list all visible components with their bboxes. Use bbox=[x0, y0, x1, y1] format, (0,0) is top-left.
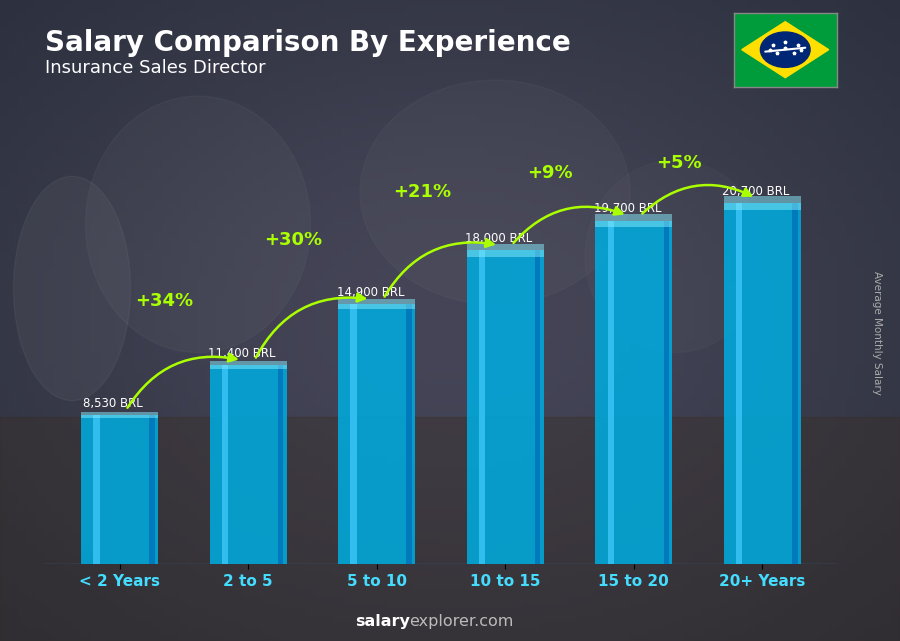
Polygon shape bbox=[742, 22, 829, 78]
Bar bbox=[724, 203, 801, 564]
Text: +9%: +9% bbox=[527, 164, 573, 182]
Bar bbox=[608, 221, 614, 564]
Bar bbox=[479, 250, 485, 564]
Bar bbox=[338, 299, 415, 310]
Bar bbox=[792, 203, 797, 564]
Text: +21%: +21% bbox=[392, 183, 451, 201]
Text: 18,000 BRL: 18,000 BRL bbox=[465, 232, 533, 245]
Bar bbox=[535, 250, 540, 564]
Bar bbox=[81, 415, 158, 564]
Text: +34%: +34% bbox=[136, 292, 194, 310]
Bar bbox=[278, 365, 284, 564]
Text: Insurance Sales Director: Insurance Sales Director bbox=[45, 59, 266, 77]
Text: 19,700 BRL: 19,700 BRL bbox=[594, 203, 662, 215]
Circle shape bbox=[760, 32, 810, 67]
Ellipse shape bbox=[360, 80, 630, 304]
Text: +5%: +5% bbox=[656, 154, 702, 172]
FancyArrowPatch shape bbox=[765, 47, 806, 52]
Bar bbox=[210, 362, 287, 369]
Text: 11,400 BRL: 11,400 BRL bbox=[208, 347, 275, 360]
Bar bbox=[94, 415, 100, 564]
Bar bbox=[210, 365, 287, 564]
Ellipse shape bbox=[86, 96, 310, 353]
Bar bbox=[663, 221, 669, 564]
Polygon shape bbox=[0, 417, 900, 641]
Text: salary: salary bbox=[355, 615, 410, 629]
Bar bbox=[595, 213, 672, 228]
Bar bbox=[736, 203, 742, 564]
Bar bbox=[595, 221, 672, 564]
Bar bbox=[724, 196, 801, 210]
Bar bbox=[338, 304, 415, 564]
Text: +30%: +30% bbox=[264, 231, 322, 249]
Text: explorer.com: explorer.com bbox=[410, 615, 514, 629]
Bar bbox=[350, 304, 356, 564]
Ellipse shape bbox=[14, 176, 130, 401]
Text: Salary Comparison By Experience: Salary Comparison By Experience bbox=[45, 29, 571, 57]
Bar bbox=[222, 365, 228, 564]
Bar bbox=[81, 412, 158, 419]
Bar bbox=[467, 250, 544, 564]
Text: Average Monthly Salary: Average Monthly Salary bbox=[871, 271, 882, 395]
Text: 20,700 BRL: 20,700 BRL bbox=[723, 185, 789, 198]
Bar bbox=[407, 304, 412, 564]
Text: 14,900 BRL: 14,900 BRL bbox=[337, 286, 404, 299]
Bar bbox=[467, 244, 544, 256]
Bar bbox=[149, 415, 155, 564]
Text: 8,530 BRL: 8,530 BRL bbox=[84, 397, 143, 410]
